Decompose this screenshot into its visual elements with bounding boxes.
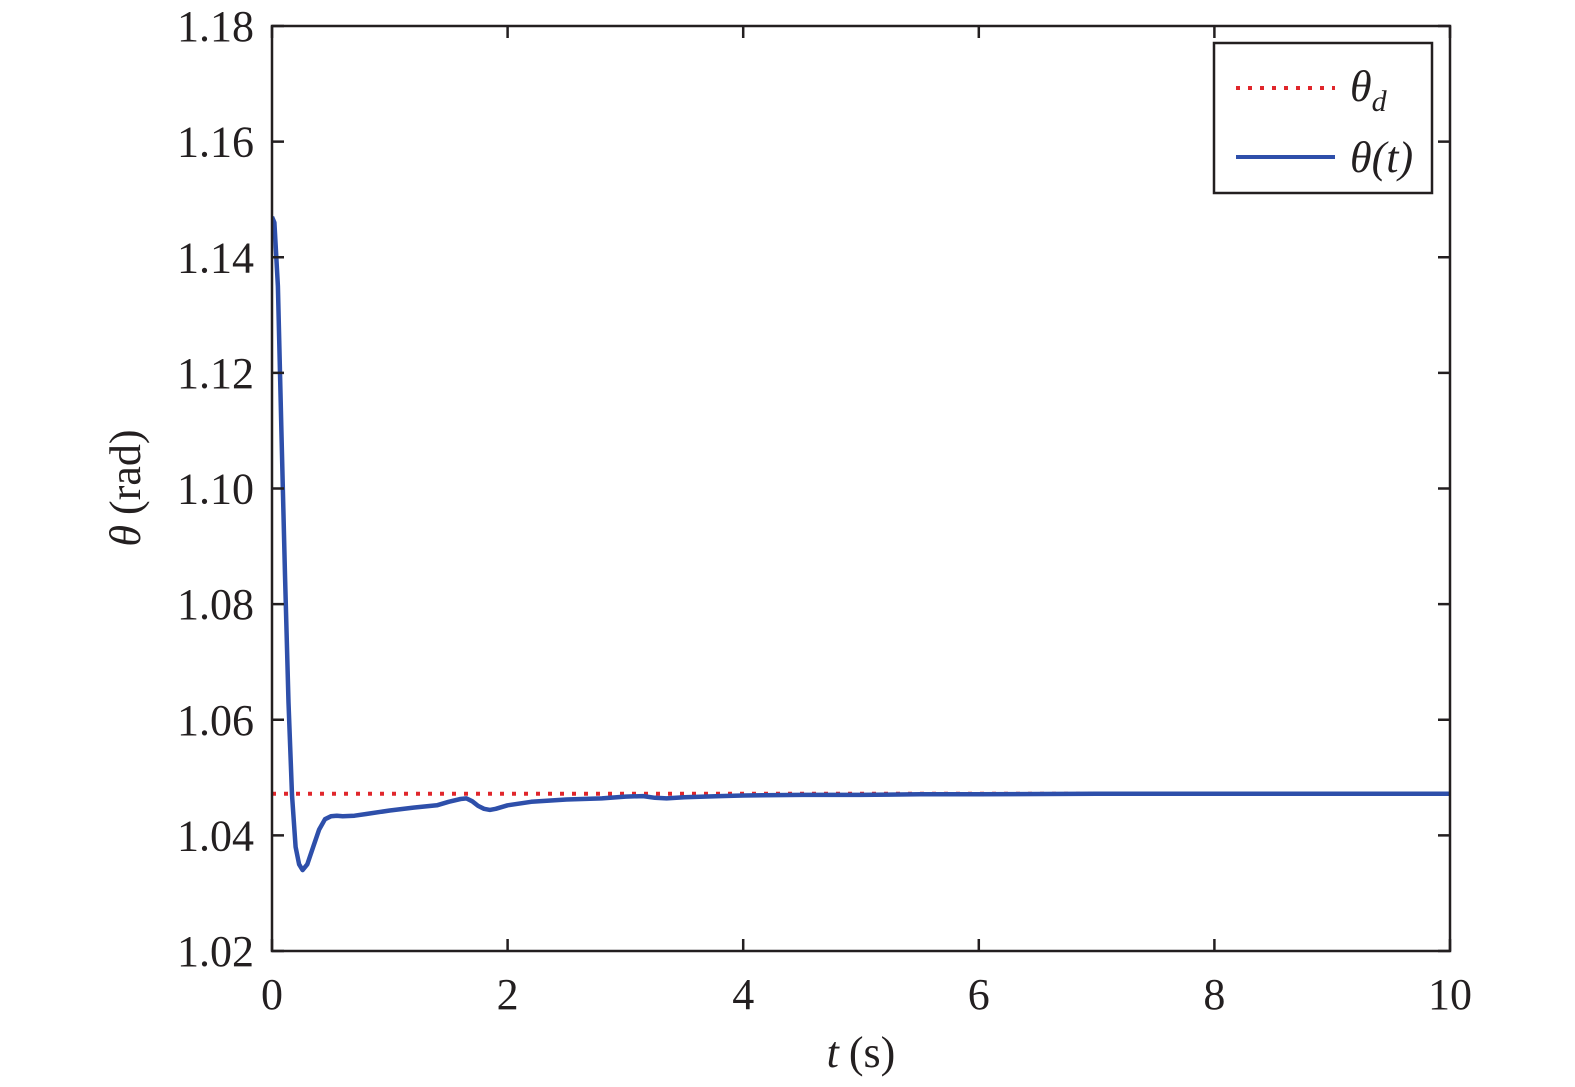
x-tick-label: 10	[1428, 970, 1472, 1019]
y-tick-label: 1.10	[177, 465, 254, 514]
legend: θd θ(t)	[1212, 41, 1434, 195]
y-tick-label: 1.18	[177, 2, 254, 51]
legend-entry-theta-d-sub: d	[1372, 85, 1388, 118]
y-tick-label: 1.12	[177, 349, 254, 398]
x-axis-unit: (s)	[849, 1028, 895, 1077]
y-tick-label: 1.06	[177, 696, 254, 745]
y-axis-symbol: θ	[101, 525, 150, 547]
legend-entry-theta-d: θd	[1350, 62, 1388, 118]
y-tick-label: 1.16	[177, 118, 254, 167]
x-tick-label: 0	[261, 970, 283, 1019]
y-tick-label: 1.08	[177, 580, 254, 629]
y-tick-label: 1.04	[177, 811, 254, 860]
y-axis-label: θ (rad)	[101, 429, 150, 546]
x-tick-label: 8	[1203, 970, 1225, 1019]
legend-entry-theta-t-main: θ	[1350, 133, 1372, 182]
series-layer	[272, 215, 1450, 873]
series-line-theta-t	[272, 215, 1450, 873]
plot-area	[272, 215, 1450, 873]
y-axis-unit: (rad)	[101, 429, 150, 515]
x-axis-label: t (s)	[827, 1028, 896, 1077]
y-tick-label: 1.02	[177, 927, 254, 976]
legend-entry-theta-t: θ(t)	[1350, 133, 1413, 182]
y-tick-label: 1.14	[177, 233, 254, 282]
legend-entry-theta-d-main: θ	[1350, 62, 1372, 111]
legend-entry-theta-t-paren: (t)	[1372, 133, 1414, 182]
x-tick-label: 4	[732, 970, 754, 1019]
legend-box	[1212, 41, 1434, 195]
x-tick-label: 2	[497, 970, 519, 1019]
x-axis-symbol: t	[827, 1028, 841, 1077]
tick-labels-layer: 0 2 4 6 8 10 1.02 1.04 1.06 1.08 1.10 1.12 1.14 1.16 1…	[177, 2, 1472, 1019]
ticks-layer	[270, 24, 1452, 953]
x-tick-label: 6	[968, 970, 990, 1019]
